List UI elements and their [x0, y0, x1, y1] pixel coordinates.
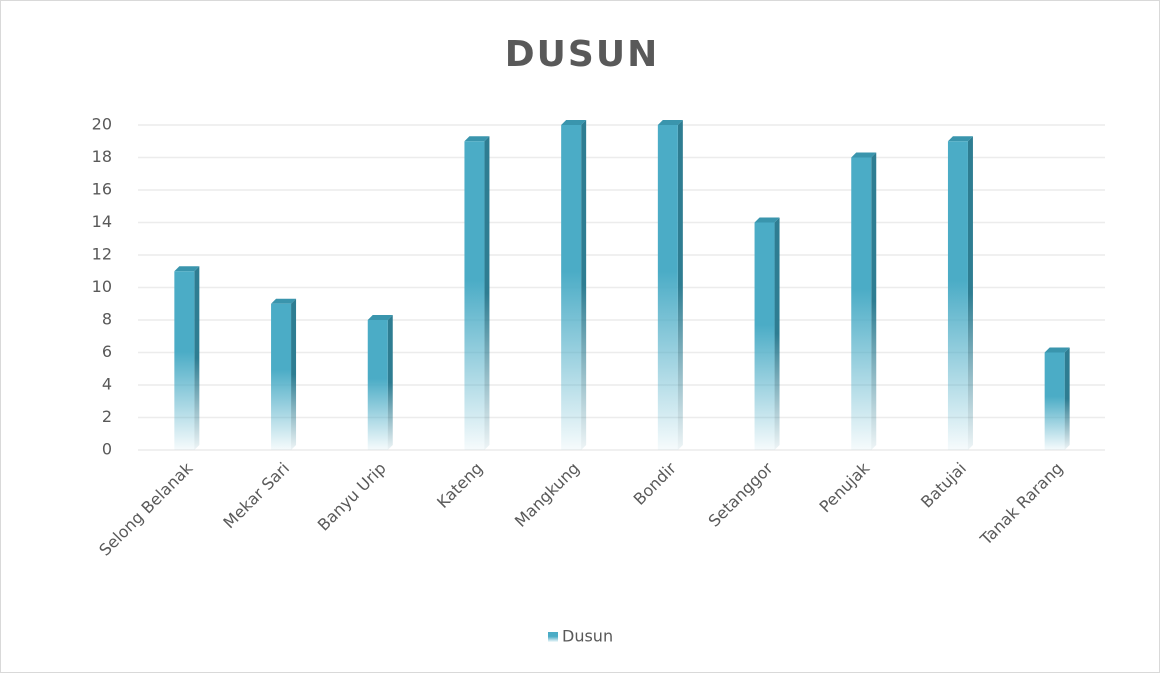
y-tick-label: 14 [92, 212, 112, 231]
bar [174, 271, 195, 450]
bar-side [387, 315, 393, 450]
bar-side [291, 298, 297, 450]
bar-side [677, 120, 683, 450]
bar [1044, 352, 1065, 450]
bar-side [774, 217, 780, 450]
bar-top [754, 217, 780, 223]
bar-top [851, 152, 877, 158]
bar [851, 157, 872, 450]
bar-side [484, 136, 490, 450]
bar [657, 125, 678, 450]
y-tick-label: 12 [92, 245, 112, 264]
bar-side [1064, 347, 1070, 450]
bar-top [174, 266, 200, 272]
bar-side [871, 152, 877, 450]
y-tick-label: 16 [92, 180, 112, 199]
bar [754, 222, 775, 450]
bar-side [967, 136, 973, 450]
bar [367, 320, 388, 450]
y-tick-label: 8 [102, 310, 112, 329]
bar-top [1044, 347, 1070, 353]
y-tick-label: 6 [102, 342, 112, 361]
bar [271, 303, 292, 450]
y-tick-label: 0 [102, 440, 112, 459]
y-tick-label: 18 [92, 147, 112, 166]
bar-top [367, 315, 393, 320]
bar-top [464, 136, 490, 142]
legend-swatch [548, 632, 558, 642]
bar [947, 141, 968, 450]
bar-side [581, 120, 587, 450]
bar [561, 125, 582, 450]
bar-top [947, 136, 973, 142]
y-tick-label: 4 [102, 375, 112, 394]
y-tick-label: 2 [102, 407, 112, 426]
chart-title: DUSUN [505, 34, 659, 75]
bar-top [271, 298, 297, 304]
bar [464, 141, 485, 450]
bar-side [194, 266, 200, 450]
y-tick-label: 10 [92, 277, 112, 296]
bar-top [657, 120, 683, 125]
legend-label: Dusun [562, 627, 613, 646]
y-tick-label: 20 [92, 115, 112, 134]
bar-top [561, 120, 587, 125]
